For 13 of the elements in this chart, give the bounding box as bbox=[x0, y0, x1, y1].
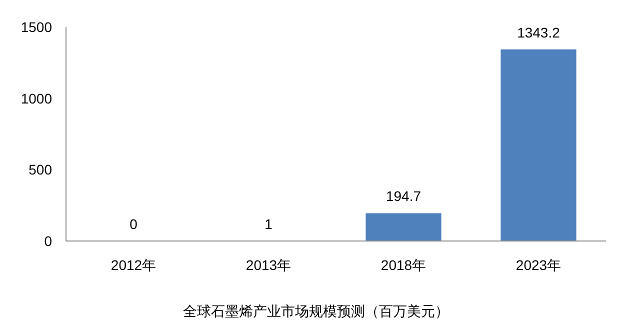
x-tick-label: 2013年 bbox=[246, 257, 292, 273]
x-tick-label: 2018年 bbox=[380, 257, 426, 273]
x-tick-label: 2023年 bbox=[516, 257, 562, 273]
data-label: 194.7 bbox=[386, 188, 422, 204]
y-tick-label: 0 bbox=[44, 233, 52, 249]
data-label: 1343.2 bbox=[517, 24, 560, 40]
x-tick-label: 2012年 bbox=[110, 257, 156, 273]
data-label: 0 bbox=[130, 216, 138, 232]
y-tick-label: 1500 bbox=[20, 19, 52, 35]
y-tick-label: 500 bbox=[28, 162, 52, 178]
y-tick-label: 1000 bbox=[20, 90, 52, 106]
data-label: 1 bbox=[264, 216, 273, 232]
x-axis-title: 全球石墨烯产业市场规模预测（百万美元） bbox=[183, 303, 449, 319]
